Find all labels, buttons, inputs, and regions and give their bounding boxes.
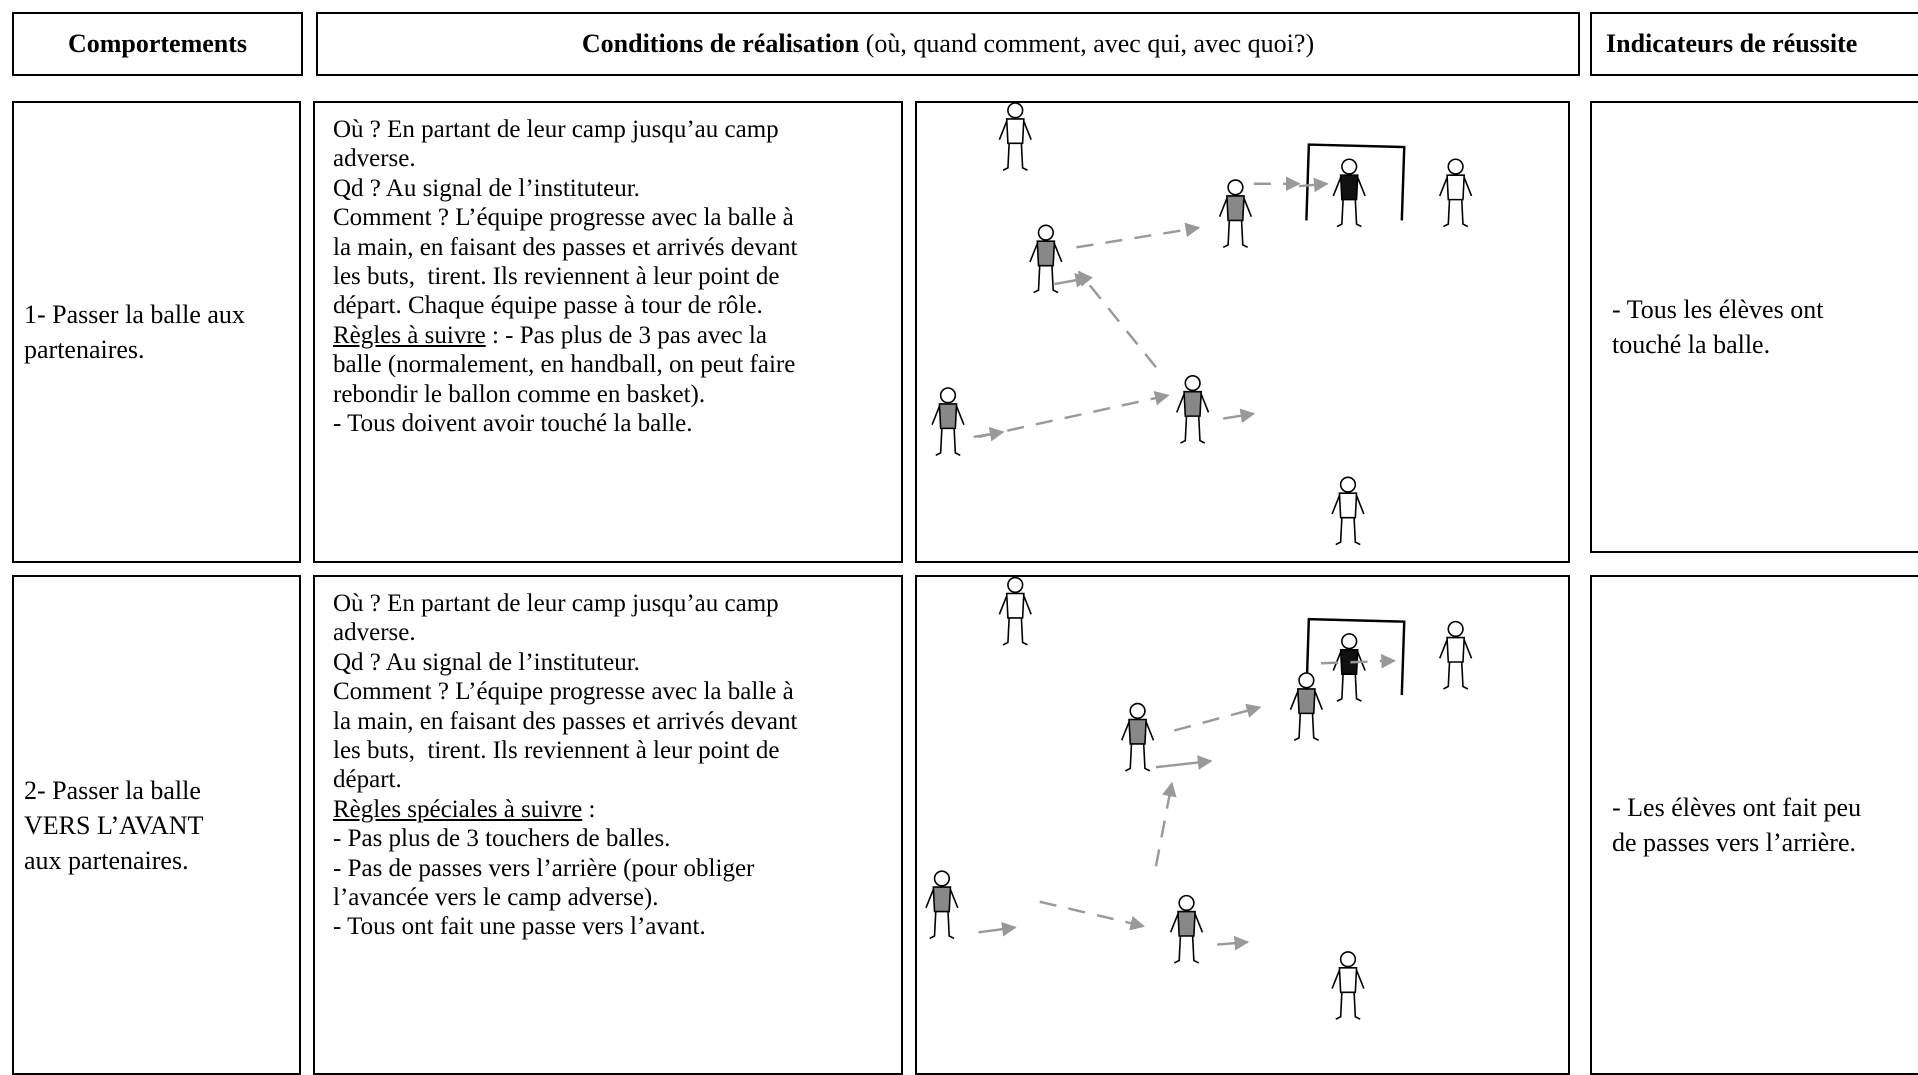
page: Comportements Conditions de réalisation … <box>12 12 1918 1075</box>
illustration-cell <box>915 575 1570 1075</box>
line-text: Comment ? L’équipe progresse avec la bal… <box>333 204 794 232</box>
conditions-line: - Pas de passes vers l’arrière (pour obl… <box>333 854 901 883</box>
header-text: Indicateurs de réussite <box>1606 29 1858 58</box>
conditions-line: Règles à suivre : - Pas plus de 3 pas av… <box>333 321 901 350</box>
header-cell: Comportements <box>12 12 303 76</box>
line-text: - Tous doivent avoir touché la balle. <box>333 409 693 437</box>
underlined-text: Règles à suivre <box>333 321 486 349</box>
behavior-cell: 2- Passer la balle VERS L’AVANT aux parten… <box>12 575 301 1075</box>
header-text: Conditions de réalisation <box>581 29 860 58</box>
line-text: départ. Chaque équipe passe à tour de rô… <box>333 292 763 320</box>
line-text: : <box>582 795 596 823</box>
conditions-line: Comment ? L’équipe progresse avec la bal… <box>333 203 901 232</box>
line-text: - Pas de passes vers l’arrière (pour obl… <box>333 854 755 882</box>
line-text: - Pas plus de 3 touchers de balles. <box>333 825 671 853</box>
behavior-line: VERS L’AVANT <box>24 810 204 840</box>
header-cell: Conditions de réalisation (où, quand com… <box>316 12 1580 76</box>
behavior-line: partenaires. <box>24 335 145 364</box>
behavior-cell: 1- Passer la balle aux partenaires. <box>12 101 301 563</box>
behavior-line: 2- Passer la balle <box>24 775 201 805</box>
line-text: Qd ? Au signal de l’instituteur. <box>333 174 640 202</box>
conditions-line: Règles spéciales à suivre : <box>333 795 901 824</box>
conditions-line: départ. <box>333 765 901 794</box>
conditions-line: l’avancée vers le camp adverse). <box>333 883 901 912</box>
behavior-line: aux partenaires. <box>24 845 189 875</box>
line-text: la main, en faisant des passes et arrivé… <box>333 707 798 735</box>
conditions-line: balle (normalement, en handball, on peut… <box>333 350 901 379</box>
conditions-line: les buts, tirent. Ils reviennent à leur … <box>333 736 901 765</box>
conditions-line: Où ? En partant de leur camp jusqu’au ca… <box>333 115 901 144</box>
conditions-line: - Pas plus de 3 touchers de balles. <box>333 824 901 853</box>
line-text: Où ? En partant de leur camp jusqu’au ca… <box>333 590 779 617</box>
conditions-line: départ. Chaque équipe passe à tour de rô… <box>333 291 901 320</box>
line-text: Où ? En partant de leur camp jusqu’au ca… <box>333 116 779 143</box>
line-text: rebondir le ballon comme en basket). <box>333 380 706 408</box>
line-text: Comment ? L’équipe progresse avec la bal… <box>333 678 794 706</box>
indicator-line: - Tous les élèves ont <box>1612 295 1824 324</box>
line-text: adverse. <box>333 145 416 173</box>
line-text: les buts, tirent. Ils reviennent à leur … <box>333 736 780 764</box>
header-cell: Indicateurs de réussite <box>1590 12 1918 76</box>
conditions-line: adverse. <box>333 144 901 173</box>
conditions-line: la main, en faisant des passes et arrivé… <box>333 707 901 736</box>
conditions-line: Qd ? Au signal de l’instituteur. <box>333 648 901 677</box>
conditions-line: - Tous ont fait une passe vers l’avant. <box>333 912 901 941</box>
behavior-line: 1- Passer la balle aux <box>24 300 245 329</box>
line-text: la main, en faisant des passes et arrivé… <box>333 233 798 261</box>
line-text: départ. <box>333 766 402 794</box>
indicator-line: - Les élèves ont fait peu <box>1612 793 1862 822</box>
indicator-line: touché la balle. <box>1612 330 1771 359</box>
conditions-line: rebondir le ballon comme en basket). <box>333 380 901 409</box>
line-text: adverse. <box>333 619 416 647</box>
indicator-line: de passes vers l’arrière. <box>1612 828 1856 857</box>
conditions-line: Où ? En partant de leur camp jusqu’au ca… <box>333 589 901 618</box>
indicator-cell: - Les élèves ont fait peu de passes vers … <box>1590 575 1918 1075</box>
conditions-line: adverse. <box>333 618 901 647</box>
conditions-line: Qd ? Au signal de l’instituteur. <box>333 174 901 203</box>
illustration-cell <box>915 101 1570 563</box>
conditions-line: les buts, tirent. Ils reviennent à leur … <box>333 262 901 291</box>
line-text: : - Pas plus de 3 pas avec la <box>485 321 767 349</box>
line-text: les buts, tirent. Ils reviennent à leur … <box>333 262 780 290</box>
line-text: l’avancée vers le camp adverse). <box>333 883 659 911</box>
indicator-cell: - Tous les élèves ont touché la balle. <box>1590 101 1918 553</box>
conditions-cell: Où ? En partant de leur camp jusqu’au ca… <box>313 575 903 1075</box>
underlined-text: Règles spéciales à suivre <box>333 795 583 823</box>
line-text: Qd ? Au signal de l’instituteur. <box>333 648 640 676</box>
conditions-line: - Tous doivent avoir touché la balle. <box>333 409 901 438</box>
conditions-cell: Où ? En partant de leur camp jusqu’au ca… <box>313 101 903 563</box>
conditions-line: la main, en faisant des passes et arrivé… <box>333 233 901 262</box>
line-text: balle (normalement, en handball, on peut… <box>333 351 796 379</box>
header-note: (où, quand comment, avec qui, avec quoi?… <box>859 29 1315 58</box>
header-text: Comportements <box>67 29 248 58</box>
line-text: - Tous ont fait une passe vers l’avant. <box>333 913 706 941</box>
conditions-line: Comment ? L’équipe progresse avec la bal… <box>333 677 901 706</box>
